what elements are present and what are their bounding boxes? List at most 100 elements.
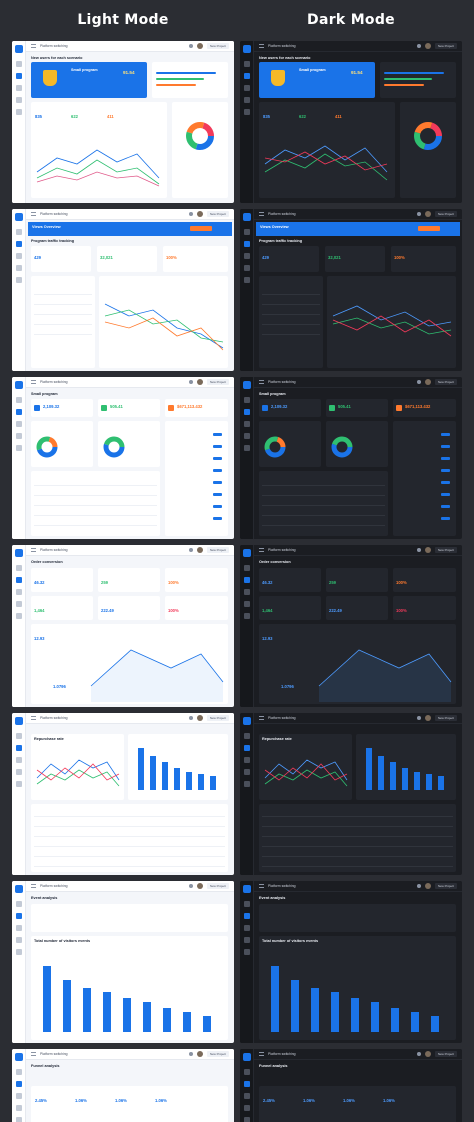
logo-icon[interactable] [15,717,23,725]
nav-item-icon[interactable] [244,901,250,907]
nav-item-icon[interactable] [244,601,250,607]
nav-item-icon[interactable] [16,925,22,931]
logo-icon[interactable] [243,213,251,221]
new-project-button[interactable]: New Project [434,1051,457,1057]
nav-item-icon[interactable] [16,265,22,271]
banner-button[interactable] [190,226,212,231]
nav-item-icon[interactable] [244,277,250,283]
nav-item-icon[interactable] [16,1117,22,1122]
bell-icon[interactable] [416,212,421,216]
platform-switch[interactable]: Platform switching [40,716,68,720]
platform-switch[interactable]: Platform switching [268,212,296,216]
nav-item-icon[interactable] [16,409,22,415]
avatar[interactable] [424,715,431,721]
bell-icon[interactable] [188,44,193,48]
nav-item-icon[interactable] [16,769,22,775]
platform-switch[interactable]: Platform switching [40,548,68,552]
bell-icon[interactable] [188,548,193,552]
nav-item-icon[interactable] [16,397,22,403]
platform-switch[interactable]: Platform switching [268,884,296,888]
nav-item-icon[interactable] [244,265,250,271]
nav-item-icon[interactable] [16,85,22,91]
nav-item-icon[interactable] [244,949,250,955]
nav-item-icon[interactable] [244,409,250,415]
menu-icon[interactable] [259,548,264,552]
menu-icon[interactable] [31,44,36,48]
logo-icon[interactable] [15,213,23,221]
platform-switch[interactable]: Platform switching [40,884,68,888]
logo-icon[interactable] [15,1053,23,1061]
nav-item-icon[interactable] [16,277,22,283]
nav-item-icon[interactable] [16,73,22,79]
nav-item-icon[interactable] [244,445,250,451]
platform-switch[interactable]: Platform switching [268,44,296,48]
avatar[interactable] [196,379,203,385]
bell-icon[interactable] [416,548,421,552]
bell-icon[interactable] [188,212,193,216]
new-project-button[interactable]: New Project [206,715,229,721]
nav-item-icon[interactable] [244,1117,250,1122]
menu-icon[interactable] [31,1052,36,1056]
nav-item-icon[interactable] [244,1081,250,1087]
nav-item-icon[interactable] [16,1093,22,1099]
avatar[interactable] [196,547,203,553]
logo-icon[interactable] [243,381,251,389]
nav-item-icon[interactable] [244,433,250,439]
nav-item-icon[interactable] [244,229,250,235]
new-project-button[interactable]: New Project [206,211,229,217]
nav-item-icon[interactable] [16,253,22,259]
nav-item-icon[interactable] [16,601,22,607]
avatar[interactable] [196,211,203,217]
bell-icon[interactable] [188,884,193,888]
bell-icon[interactable] [416,884,421,888]
menu-icon[interactable] [31,380,36,384]
nav-item-icon[interactable] [16,1105,22,1111]
nav-item-icon[interactable] [16,1069,22,1075]
menu-icon[interactable] [259,212,264,216]
platform-switch[interactable]: Platform switching [268,716,296,720]
nav-item-icon[interactable] [16,913,22,919]
logo-icon[interactable] [243,1053,251,1061]
avatar[interactable] [196,883,203,889]
avatar[interactable] [424,43,431,49]
new-project-button[interactable]: New Project [434,379,457,385]
nav-item-icon[interactable] [244,1105,250,1111]
nav-item-icon[interactable] [16,949,22,955]
nav-item-icon[interactable] [244,913,250,919]
nav-item-icon[interactable] [16,577,22,583]
nav-item-icon[interactable] [16,445,22,451]
nav-item-icon[interactable] [244,745,250,751]
new-project-button[interactable]: New Project [434,715,457,721]
platform-switch[interactable]: Platform switching [40,380,68,384]
avatar[interactable] [196,43,203,49]
bell-icon[interactable] [416,1052,421,1056]
logo-icon[interactable] [15,45,23,53]
new-project-button[interactable]: New Project [434,883,457,889]
nav-item-icon[interactable] [16,241,22,247]
menu-icon[interactable] [259,44,264,48]
avatar[interactable] [424,211,431,217]
nav-item-icon[interactable] [16,781,22,787]
avatar[interactable] [196,1051,203,1057]
menu-icon[interactable] [31,716,36,720]
nav-item-icon[interactable] [244,565,250,571]
menu-icon[interactable] [259,1052,264,1056]
nav-item-icon[interactable] [244,613,250,619]
nav-item-icon[interactable] [244,781,250,787]
nav-item-icon[interactable] [16,421,22,427]
nav-item-icon[interactable] [244,925,250,931]
nav-item-icon[interactable] [244,241,250,247]
bell-icon[interactable] [416,716,421,720]
platform-switch[interactable]: Platform switching [268,1052,296,1056]
nav-item-icon[interactable] [244,589,250,595]
platform-switch[interactable]: Platform switching [268,548,296,552]
new-project-button[interactable]: New Project [206,547,229,553]
menu-icon[interactable] [259,716,264,720]
menu-icon[interactable] [31,884,36,888]
banner-button[interactable] [418,226,440,231]
nav-item-icon[interactable] [244,733,250,739]
nav-item-icon[interactable] [16,61,22,67]
bell-icon[interactable] [416,44,421,48]
nav-item-icon[interactable] [244,73,250,79]
platform-switch[interactable]: Platform switching [268,380,296,384]
